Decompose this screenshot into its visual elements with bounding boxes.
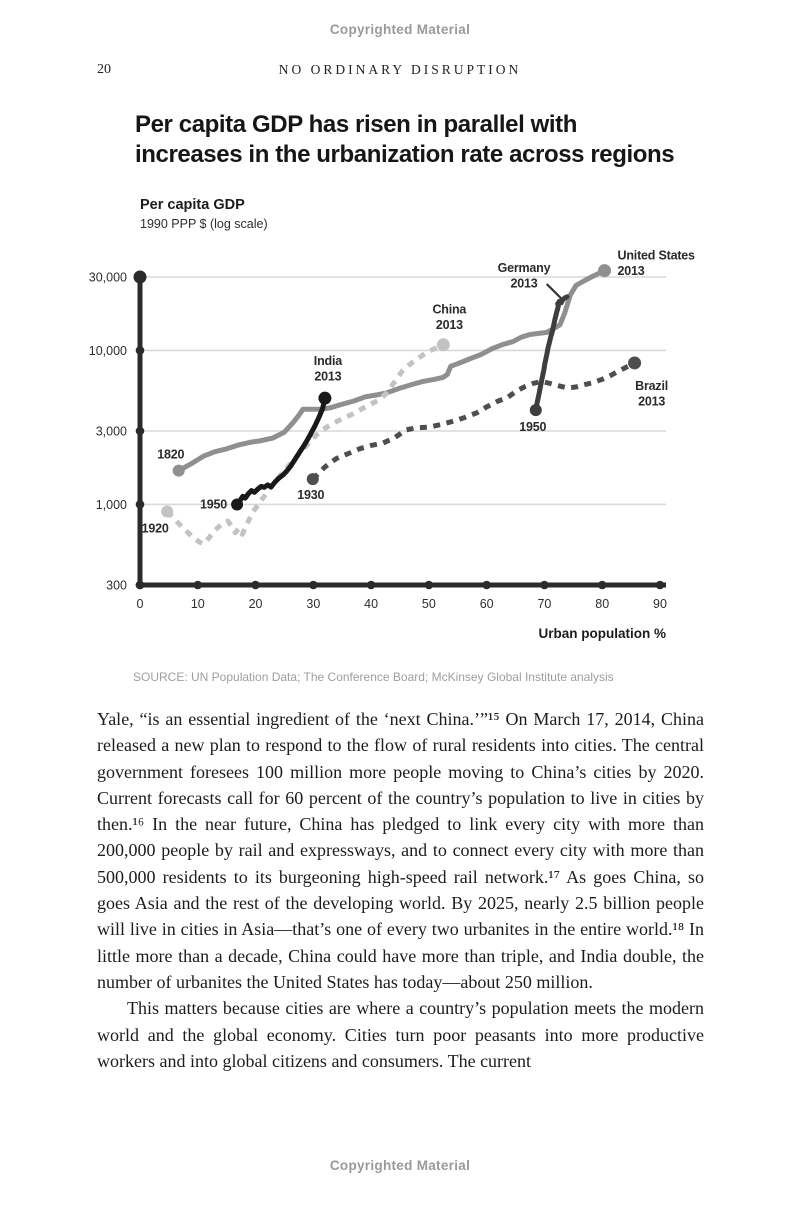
svg-text:10,000: 10,000	[89, 344, 127, 358]
figure-title-line2: increases in the urbanization rate acros…	[135, 141, 675, 168]
svg-text:80: 80	[595, 597, 609, 611]
y-axis-title: Per capita GDP	[140, 197, 245, 213]
copyright-notice-top: Copyrighted Material	[329, 22, 471, 37]
svg-text:1950: 1950	[519, 420, 546, 434]
svg-text:1,000: 1,000	[96, 498, 127, 512]
y-axis-subtitle: 1990 PPP $ (log scale)	[140, 217, 268, 231]
svg-text:10: 10	[191, 597, 205, 611]
x-axis-title: Urban population %	[538, 626, 667, 641]
svg-text:70: 70	[537, 597, 551, 611]
svg-text:60: 60	[480, 597, 494, 611]
svg-text:90: 90	[653, 597, 667, 611]
svg-text:0: 0	[137, 597, 144, 611]
svg-text:30: 30	[306, 597, 320, 611]
running-head: NO ORDINARY DISRUPTION	[278, 62, 522, 77]
figure-title: Per capita GDP has risen in parallel wit…	[135, 110, 675, 170]
svg-text:40: 40	[364, 597, 378, 611]
svg-text:1920: 1920	[142, 522, 169, 536]
svg-text:20: 20	[249, 597, 263, 611]
svg-text:1820: 1820	[157, 448, 184, 462]
svg-text:1950: 1950	[200, 497, 227, 511]
paragraph: Yale, “is an essential ingredient of the…	[97, 709, 704, 992]
svg-text:3,000: 3,000	[96, 425, 127, 439]
body-text: Yale, “is an essential ingredient of the…	[97, 706, 704, 1074]
svg-text:300: 300	[106, 579, 127, 593]
svg-text:1930: 1930	[297, 488, 324, 502]
svg-text:50: 50	[422, 597, 436, 611]
paragraph: This matters because cities are where a …	[97, 998, 704, 1071]
figure-title-line1: Per capita GDP has risen in parallel wit…	[135, 111, 577, 138]
gdp-urbanization-chart: 0 10 20 30 40 50 60 70 80 90 300 1,000 3,000 10,000 30…	[89, 249, 696, 611]
svg-text:30,000: 30,000	[89, 271, 127, 285]
page-number: 20	[97, 62, 111, 77]
copyright-notice-bottom: Copyrighted Material	[329, 1158, 471, 1173]
source-note: SOURCE: UN Population Data; The Conferen…	[133, 670, 614, 684]
